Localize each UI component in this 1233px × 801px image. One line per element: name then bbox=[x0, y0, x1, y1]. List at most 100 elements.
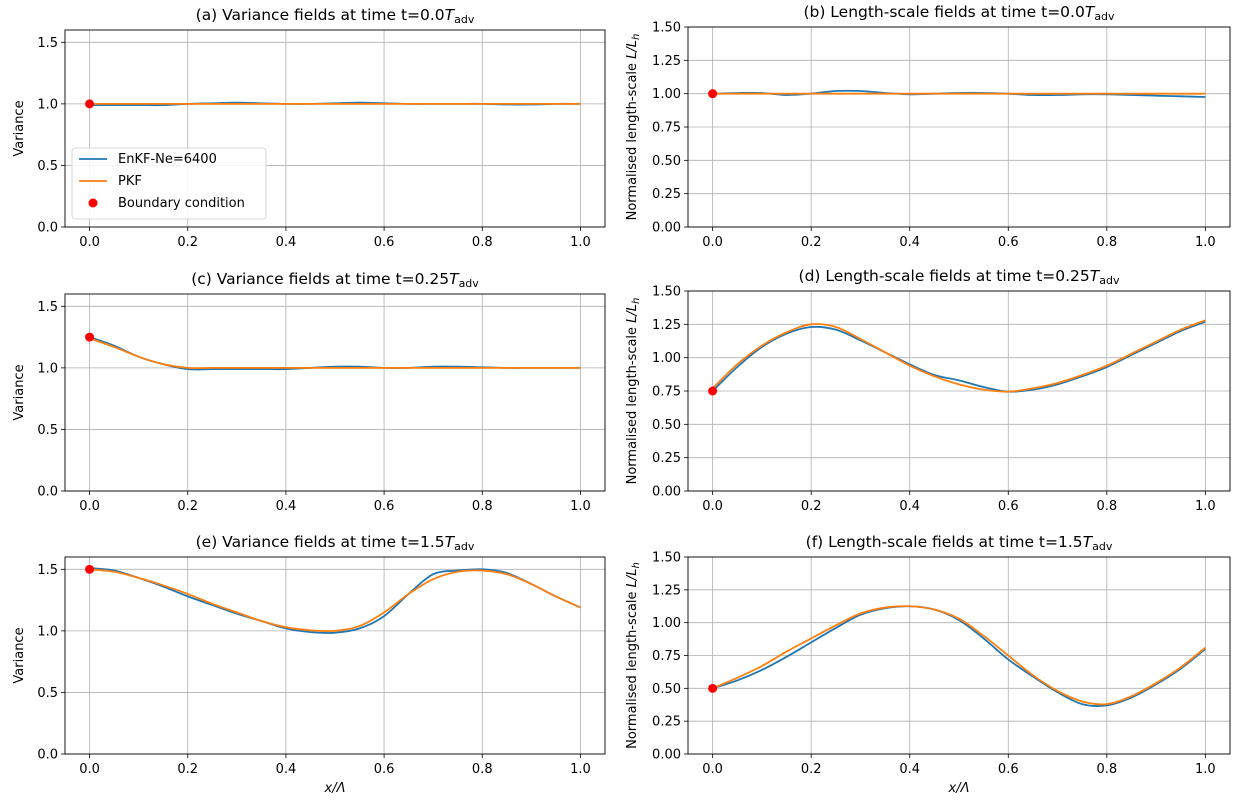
x-axis-label: x/Λ bbox=[948, 781, 970, 796]
enkf-series-line bbox=[712, 320, 1206, 393]
y-tick-label: 0.0 bbox=[37, 748, 58, 763]
y-tick-label: 0.75 bbox=[652, 385, 681, 400]
x-tick-label: 0.0 bbox=[79, 762, 100, 777]
y-tick-label: 0.00 bbox=[652, 748, 681, 763]
y-tick-label: 1.50 bbox=[652, 21, 681, 36]
x-tick-label: 0.0 bbox=[702, 762, 723, 777]
y-tick-label: 1.25 bbox=[652, 318, 681, 333]
axes-frame bbox=[64, 293, 606, 492]
legend-label: PKF bbox=[118, 174, 142, 189]
x-tick-label: 0.2 bbox=[801, 499, 822, 514]
y-tick-label: 1.50 bbox=[652, 551, 681, 566]
y-axis-label: Normalised length-scale L/Lh bbox=[625, 562, 642, 749]
pkf-series-line bbox=[712, 605, 1206, 706]
y-tick-label: 1.00 bbox=[652, 616, 681, 631]
panel-title: (b) Length-scale fields at time t=0.0Tad… bbox=[803, 3, 1115, 23]
axes-frame bbox=[64, 29, 606, 228]
boundary-condition-marker bbox=[85, 99, 95, 109]
panel-c: 0.0 0.2 0.4 0.6 0.8 1.0 0.0 0.5 1.0 1.5 (c) Varian… bbox=[12, 270, 606, 514]
x-axis-label: x/Λ bbox=[324, 781, 346, 796]
boundary-condition-marker bbox=[85, 332, 95, 342]
y-axis-label: Normalised length-scale L/Lh bbox=[625, 34, 642, 221]
legend-boundary-swatch bbox=[88, 198, 98, 208]
y-tick-label: 1.00 bbox=[652, 351, 681, 366]
y-axis-label: Variance bbox=[12, 627, 27, 683]
x-tick-label: 0.2 bbox=[801, 235, 822, 250]
y-tick-label: 0.75 bbox=[652, 649, 681, 664]
boundary-condition-marker bbox=[708, 89, 718, 99]
x-tick-label: 0.8 bbox=[472, 235, 493, 250]
y-tick-label: 1.00 bbox=[652, 87, 681, 102]
x-tick-label: 0.8 bbox=[472, 499, 493, 514]
x-tick-label: 0.2 bbox=[177, 762, 198, 777]
panel-e: 0.0 0.2 0.4 0.6 0.8 1.0 0.0 0.5 1.0 1.5 (e) Varian… bbox=[12, 533, 606, 796]
x-tick-label: 1.0 bbox=[1195, 762, 1216, 777]
x-tick-label: 0.2 bbox=[801, 762, 822, 777]
y-tick-label: 1.0 bbox=[37, 624, 58, 639]
panel-title: (a) Variance fields at time t=0.0Tadv bbox=[196, 6, 475, 26]
legend-label: Boundary condition bbox=[118, 196, 245, 211]
y-tick-label: 0.5 bbox=[37, 423, 58, 438]
x-tick-label: 0.0 bbox=[79, 499, 100, 514]
panel-a: 0.0 0.2 0.4 0.6 0.8 1.0 0.0 0.5 1.0 1.5 (a) Varian… bbox=[12, 6, 606, 250]
y-tick-label: 0.25 bbox=[652, 187, 681, 202]
y-tick-label: 0.50 bbox=[652, 154, 681, 169]
y-tick-label: 0.0 bbox=[37, 485, 58, 500]
x-tick-label: 0.8 bbox=[1096, 235, 1117, 250]
x-tick-label: 0.4 bbox=[276, 499, 297, 514]
y-axis-label: Normalised length-scale L/Lh bbox=[625, 298, 642, 485]
x-tick-label: 0.6 bbox=[374, 499, 395, 514]
y-tick-label: 0.25 bbox=[652, 715, 681, 730]
y-tick-label: 1.0 bbox=[37, 361, 58, 376]
x-tick-label: 0.4 bbox=[899, 762, 920, 777]
x-tick-label: 1.0 bbox=[1195, 499, 1216, 514]
x-tick-label: 0.6 bbox=[998, 762, 1019, 777]
x-tick-label: 0.4 bbox=[899, 499, 920, 514]
x-tick-label: 0.6 bbox=[374, 235, 395, 250]
pkf-series-line bbox=[712, 319, 1206, 393]
panel-d: 0.0 0.2 0.4 0.6 0.8 1.0 0.00 0.25 0.50 0.75 1.00 1.… bbox=[625, 267, 1231, 514]
panel-title: (f) Length-scale fields at time t=1.5Tad… bbox=[806, 533, 1113, 553]
x-tick-label: 0.0 bbox=[702, 499, 723, 514]
legend: EnKF-Ne=6400 PKF Boundary condition bbox=[71, 147, 267, 220]
x-tick-label: 0.8 bbox=[1096, 762, 1117, 777]
y-tick-label: 0.5 bbox=[37, 159, 58, 174]
x-tick-label: 0.2 bbox=[177, 235, 198, 250]
enkf-series-line bbox=[712, 605, 1206, 707]
boundary-condition-marker bbox=[85, 564, 95, 574]
x-tick-label: 0.0 bbox=[702, 235, 723, 250]
x-tick-label: 0.6 bbox=[374, 762, 395, 777]
x-tick-label: 0.0 bbox=[79, 235, 100, 250]
x-tick-label: 1.0 bbox=[1195, 235, 1216, 250]
x-tick-label: 0.8 bbox=[1096, 499, 1117, 514]
legend-box bbox=[71, 147, 267, 220]
y-tick-label: 1.0 bbox=[37, 97, 58, 112]
x-tick-label: 0.4 bbox=[276, 235, 297, 250]
panel-title: (e) Variance fields at time t=1.5Tadv bbox=[196, 533, 475, 553]
y-tick-label: 1.5 bbox=[37, 36, 58, 51]
y-tick-label: 0.50 bbox=[652, 418, 681, 433]
y-tick-label: 1.25 bbox=[652, 583, 681, 598]
y-axis-label: Variance bbox=[12, 100, 27, 156]
y-tick-label: 1.25 bbox=[652, 54, 681, 69]
y-tick-label: 0.50 bbox=[652, 682, 681, 697]
x-tick-label: 0.2 bbox=[177, 499, 198, 514]
panel-title: (c) Variance fields at time t=0.25Tadv bbox=[191, 270, 479, 290]
enkf-series-line bbox=[89, 567, 581, 634]
y-tick-label: 0.00 bbox=[652, 485, 681, 500]
y-tick-label: 0.75 bbox=[652, 121, 681, 136]
x-tick-label: 0.4 bbox=[276, 762, 297, 777]
x-tick-label: 1.0 bbox=[570, 499, 591, 514]
x-tick-label: 0.6 bbox=[998, 235, 1019, 250]
y-tick-label: 1.5 bbox=[37, 563, 58, 578]
x-tick-label: 0.6 bbox=[998, 499, 1019, 514]
legend-label: EnKF-Ne=6400 bbox=[118, 152, 217, 167]
pkf-series-line bbox=[89, 337, 581, 370]
y-tick-label: 1.50 bbox=[652, 285, 681, 300]
axes-frame bbox=[64, 556, 606, 755]
pkf-series-line bbox=[89, 568, 581, 633]
y-tick-label: 1.5 bbox=[37, 300, 58, 315]
panel-title: (d) Length-scale fields at time t=0.25Ta… bbox=[799, 267, 1120, 287]
boundary-condition-marker bbox=[708, 683, 718, 693]
